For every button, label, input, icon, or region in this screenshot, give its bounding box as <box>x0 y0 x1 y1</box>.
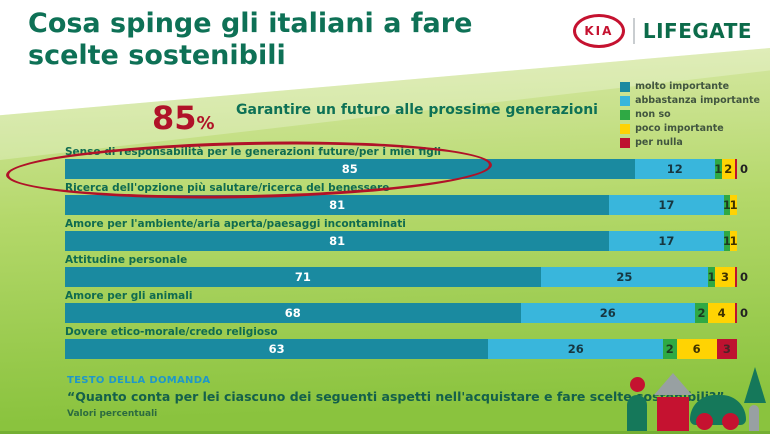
highlight-percentage: 85% <box>152 102 215 134</box>
bar-line: 71 25 1 3 0 <box>65 267 765 287</box>
lifegate-logo: LIFEGATE <box>642 19 752 43</box>
bar-line: 85 12 1 2 0 <box>65 159 765 179</box>
legend-label: molto importante <box>635 81 730 92</box>
page-title-line-2: scelte sostenibili <box>28 40 286 72</box>
legend-item: abbastanza importante <box>620 94 760 107</box>
bar-segment: 17 <box>609 195 724 215</box>
footer-note: Valori percentuali <box>67 409 158 419</box>
zero-value-label: 0 <box>740 270 749 284</box>
bar-segment: 26 <box>520 303 695 323</box>
tree-figure-trunk <box>749 405 759 431</box>
zero-width-segment <box>735 267 737 287</box>
bar-segment: 17 <box>609 231 724 251</box>
bar-line: 68 26 2 4 0 <box>65 303 765 323</box>
legend-label: per nulla <box>635 137 683 148</box>
car-wheel-icon <box>722 413 739 430</box>
bar-category-label: Ricerca dell'opzione più salutare/ricerc… <box>65 182 390 194</box>
stacked-bar: 68 26 2 4 <box>65 303 737 323</box>
legend-swatch <box>620 81 631 92</box>
zero-value-label: 0 <box>740 306 749 320</box>
bar-category-label: Attitudine personale <box>65 254 188 266</box>
stacked-bar: 63 26 2 6 3 <box>65 339 737 359</box>
bar-row: Senso di responsabilità per le generazio… <box>65 146 765 179</box>
decorative-figures <box>618 367 770 431</box>
bar-segment: 81 <box>65 231 610 251</box>
bar-segment: 12 <box>634 159 715 179</box>
chart-subtitle: Garantire un futuro alle prossime genera… <box>236 102 598 118</box>
bar-segment: 2 <box>663 339 677 359</box>
bar-segment: 85 <box>65 159 635 179</box>
bar-segment: 71 <box>65 267 541 287</box>
stacked-bar: 81 17 1 1 <box>65 231 738 251</box>
house-figure <box>657 397 689 431</box>
bar-line: 63 26 2 6 3 <box>65 339 765 359</box>
bar-segment: 81 <box>65 195 610 215</box>
logo-divider <box>632 18 635 44</box>
bar-segment: 1 <box>723 195 731 215</box>
legend-item: non so <box>620 108 760 121</box>
bar-segment: 68 <box>65 303 521 323</box>
bar-rows: Senso di responsabilità per le generazio… <box>65 146 765 362</box>
kia-logo: KIA <box>572 14 625 48</box>
bar-category-label: Senso di responsabilità per le generazio… <box>65 146 442 158</box>
legend-item: molto importante <box>620 80 760 93</box>
bar-segment: 1 <box>730 231 738 251</box>
bar-segment: 1 <box>723 231 731 251</box>
highlight-percentage-value: 85 <box>152 99 197 137</box>
bar-row: Attitudine personale 71 25 1 3 0 <box>65 254 765 287</box>
bar-segment: 26 <box>488 339 664 359</box>
bar-segment: 1 <box>730 195 738 215</box>
bar-segment: 2 <box>721 159 735 179</box>
stacked-bar: 71 25 1 3 <box>65 267 737 287</box>
page-title: Cosa spinge gli italiani a fare scelte s… <box>28 8 472 73</box>
bar-segment: 4 <box>708 303 735 323</box>
bar-row: Amore per l'ambiente/aria aperta/paesagg… <box>65 218 765 251</box>
legend-label: abbastanza importante <box>635 95 760 106</box>
legend-label: poco importante <box>635 123 724 134</box>
bar-segment: 25 <box>540 267 709 287</box>
stacked-bar: 85 12 1 2 <box>65 159 737 179</box>
bottom-edge <box>0 431 770 434</box>
zero-width-segment <box>735 303 737 323</box>
zero-width-segment <box>735 159 737 179</box>
bar-row: Dovere etico-morale/credo religioso 63 26 2… <box>65 326 765 359</box>
bar-row: Amore per gli animali 68 26 2 4 0 <box>65 290 765 323</box>
bar-segment: 63 <box>65 339 489 359</box>
legend-swatch <box>620 95 631 106</box>
footer-question: “Quanto conta per lei ciascuno dei segue… <box>67 389 725 404</box>
legend-item: per nulla <box>620 136 760 149</box>
bar-row: Ricerca dell'opzione più salutare/ricerc… <box>65 182 765 215</box>
bar-segment: 3 <box>716 339 737 359</box>
brand-logos: KIA LIFEGATE <box>572 14 752 48</box>
bar-segment: 6 <box>676 339 717 359</box>
footer-section-label: TESTO DELLA DOMANDA <box>67 375 211 386</box>
bar-line: 81 17 1 1 <box>65 231 765 251</box>
person-figure <box>627 395 647 431</box>
legend: molto importante abbastanza importante non… <box>620 80 760 149</box>
car-wheel-icon <box>696 413 713 430</box>
bar-segment: 2 <box>694 303 709 323</box>
legend-swatch <box>620 123 631 134</box>
tree-figure <box>744 367 766 403</box>
bar-line: 81 17 1 1 <box>65 195 765 215</box>
zero-value-label: 0 <box>740 162 749 176</box>
stacked-bar: 81 17 1 1 <box>65 195 738 215</box>
legend-item: poco importante <box>620 122 760 135</box>
house-figure-roof <box>654 373 692 395</box>
bar-segment: 1 <box>708 267 716 287</box>
kia-logo-text: KIA <box>584 24 614 38</box>
legend-swatch <box>620 109 631 120</box>
bar-category-label: Dovere etico-morale/credo religioso <box>65 326 278 338</box>
page-title-line-1: Cosa spinge gli italiani a fare <box>28 8 473 39</box>
bar-segment: 1 <box>714 159 722 179</box>
footer: TESTO DELLA DOMANDA “Quanto conta per le… <box>67 375 725 419</box>
legend-label: non so <box>635 109 671 120</box>
legend-swatch <box>620 137 631 148</box>
bar-category-label: Amore per l'ambiente/aria aperta/paesagg… <box>65 218 406 230</box>
bar-category-label: Amore per gli animali <box>65 290 193 302</box>
percent-sign: % <box>196 113 215 134</box>
person-figure-head <box>630 377 645 392</box>
bar-segment: 3 <box>714 267 735 287</box>
